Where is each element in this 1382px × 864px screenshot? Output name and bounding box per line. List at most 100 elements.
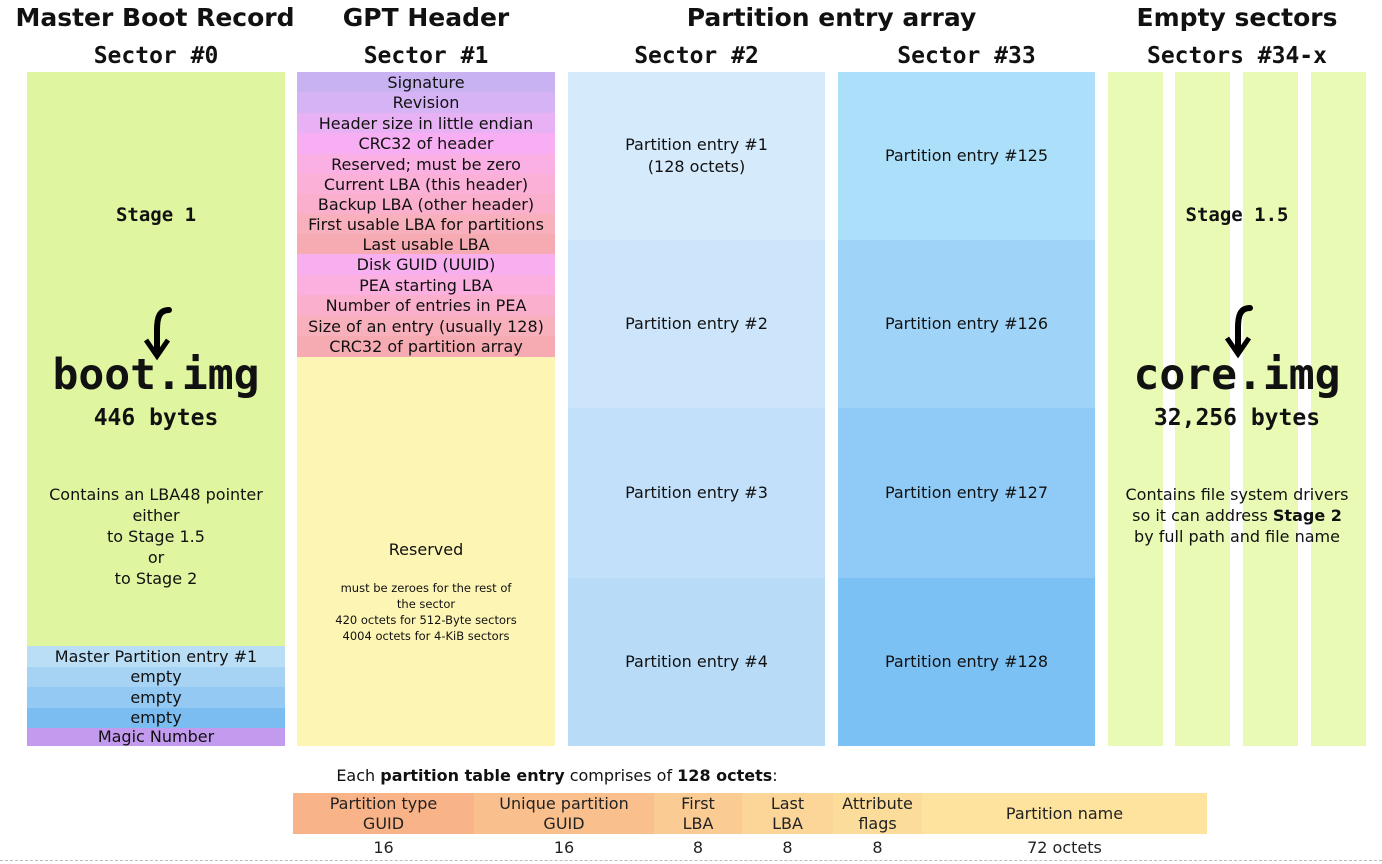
pea-sector33-label: Sector #33 [897, 43, 1036, 69]
gpt-reserved-note-line: the sector [396, 597, 456, 611]
partition-entry-2-label: Partition entry #2 [625, 314, 768, 333]
mbr-partition-entry-2: empty [27, 667, 285, 687]
field-label: Partition name [1005, 803, 1124, 823]
empty-sector-strip [1311, 72, 1366, 746]
field-unique-partition-guid: Unique partition GUID [474, 793, 654, 834]
empty-sector-strip [1243, 72, 1298, 746]
field-label: GUID [362, 813, 405, 833]
gpt-reserved-note-line: 4004 octets for 4-KiB sectors [342, 629, 510, 643]
mbr-partition-entry-3: empty [27, 687, 285, 708]
empty-desc-text: so it can address [1132, 506, 1273, 525]
mbr-sector: Stage 1 boot.img 446 bytes Contains an L… [27, 72, 285, 746]
gpt-field-first-usable-lba: First usable LBA for partitions [297, 214, 555, 234]
mbr-magic-number: Magic Number [27, 728, 285, 746]
field-size: 72 octets [1027, 838, 1102, 857]
empty-sector-strip [1108, 72, 1163, 746]
pea-sector-2: Partition entry #1 (128 octets) Partitio… [568, 72, 825, 746]
gpt-reserved-note-line: must be zeroes for the rest of [340, 581, 512, 595]
partition-entry-127: Partition entry #127 [838, 408, 1095, 578]
partition-entry-3: Partition entry #3 [568, 408, 825, 578]
gpt-field-reserved-zero: Reserved; must be zero [297, 154, 555, 174]
partition-entry-125-label: Partition entry #125 [884, 146, 1049, 165]
partition-entry-127-label: Partition entry #127 [884, 483, 1049, 502]
partition-entry-1-label: Partition entry #1 [625, 135, 768, 154]
mbr-desc-line: to Stage 1.5 [107, 527, 205, 546]
mbr-stage-label: Stage 1 [115, 204, 197, 226]
empty-image-name: core.img [1133, 350, 1341, 400]
gpt-sector-label: Sector #1 [363, 43, 489, 69]
mbr-desc-line: or [147, 548, 165, 567]
gpt-field-backup-lba: Backup LBA (other header) [297, 194, 555, 214]
partition-entry-126: Partition entry #126 [838, 240, 1095, 408]
partition-entry-4: Partition entry #4 [568, 578, 825, 746]
mbr-partition-table: Master Partition entry #1 empty empty em… [27, 646, 285, 746]
mbr-image-size: 446 bytes [93, 405, 219, 431]
caption-bold: 128 octets [677, 766, 773, 785]
empty-desc-stage2: Stage 2 [1272, 506, 1342, 525]
empty-sectors: Stage 1.5 core.img 32,256 bytes Contains… [1108, 72, 1366, 746]
partition-entry-128-label: Partition entry #128 [884, 652, 1049, 671]
partition-entry-1: Partition entry #1 (128 octets) [568, 72, 825, 240]
gpt-title: GPT Header [342, 3, 510, 32]
pea-sector2-label: Sector #2 [634, 43, 759, 69]
field-partition-type-guid: Partition type GUID [293, 793, 474, 834]
mbr-desc-line: Contains an LBA48 pointer [49, 485, 263, 504]
gpt-reserved-note-line: 420 octets for 512-Byte sectors [335, 613, 517, 627]
mbr-desc-line: either [132, 506, 180, 525]
mbr-desc-line: to Stage 2 [114, 569, 198, 588]
field-label: GUID [543, 813, 585, 833]
gpt-field-header-crc32: CRC32 of header [297, 133, 555, 154]
partition-entry-126-label: Partition entry #126 [884, 314, 1049, 333]
mbr-partition-entry-1: Master Partition entry #1 [27, 646, 285, 667]
gpt-field-last-usable-lba: Last usable LBA [297, 234, 555, 254]
mbr-image-name: boot.img [52, 350, 260, 400]
field-label: Partition type [329, 793, 438, 813]
field-label: flags [858, 813, 897, 833]
gpt-field-pea-starting-lba: PEA starting LBA [297, 275, 555, 295]
gpt-field-signature: Signature [297, 72, 555, 92]
pea-title: Partition entry array [686, 3, 977, 32]
field-first-lba: First LBA [654, 793, 742, 834]
empty-sector-strip [1175, 72, 1230, 746]
empty-title: Empty sectors [1136, 3, 1338, 32]
gpt-field-disk-guid: Disk GUID (UUID) [297, 254, 555, 275]
mbr-partition-entry-4: empty [27, 708, 285, 728]
partition-entry-125: Partition entry #125 [838, 72, 1095, 240]
bottom-divider [0, 860, 1382, 861]
partition-entry-1-size: (128 octets) [647, 157, 746, 176]
pea-sector-33: Partition entry #125 Partition entry #12… [838, 72, 1095, 746]
partition-entry-3-label: Partition entry #3 [625, 483, 768, 502]
field-attribute-flags: Attribute flags [833, 793, 922, 834]
empty-desc-line: so it can address Stage 2 [1108, 505, 1366, 526]
field-label: Last [770, 793, 805, 813]
field-label: First [681, 793, 715, 813]
field-size: 8 [692, 838, 704, 857]
partition-entry-2: Partition entry #2 [568, 240, 825, 408]
field-partition-name: Partition name [922, 793, 1207, 834]
gpt-sector: Signature Revision Header size in little… [297, 72, 555, 746]
gpt-field-current-lba: Current LBA (this header) [297, 174, 555, 194]
empty-sector-label: Sectors #34-x [1146, 43, 1327, 69]
field-size: 8 [782, 838, 793, 857]
core-pointer-arrow-icon [1224, 305, 1253, 359]
entry-format-caption: Each partition table entry comprises of … [297, 766, 817, 785]
empty-image-size: 32,256 bytes [1153, 405, 1321, 431]
partition-entry-128: Partition entry #128 [838, 578, 1095, 746]
gpt-header-fields: Signature Revision Header size in little… [297, 72, 555, 357]
gpt-field-pea-crc32: CRC32 of partition array [297, 336, 555, 357]
caption-text: : [772, 766, 778, 785]
field-size: 16 [553, 838, 575, 857]
field-last-lba: Last LBA [742, 793, 833, 834]
gpt-field-revision: Revision [297, 92, 555, 113]
empty-description: Contains file system drivers so it can a… [1108, 484, 1366, 547]
gpt-field-entries-count: Number of entries in PEA [297, 295, 555, 316]
empty-stage-label: Stage 1.5 [1185, 204, 1289, 226]
field-label: LBA [772, 813, 803, 833]
field-size: 16 [373, 838, 394, 857]
mbr-description: Contains an LBA48 pointer either to Stag… [27, 484, 285, 589]
empty-desc-line: Contains file system drivers [1125, 485, 1349, 504]
field-label: Attribute [842, 793, 913, 813]
field-size: 8 [872, 838, 883, 857]
gpt-field-header-size: Header size in little endian [297, 113, 555, 133]
mbr-pointer-arrow-icon [143, 307, 172, 361]
